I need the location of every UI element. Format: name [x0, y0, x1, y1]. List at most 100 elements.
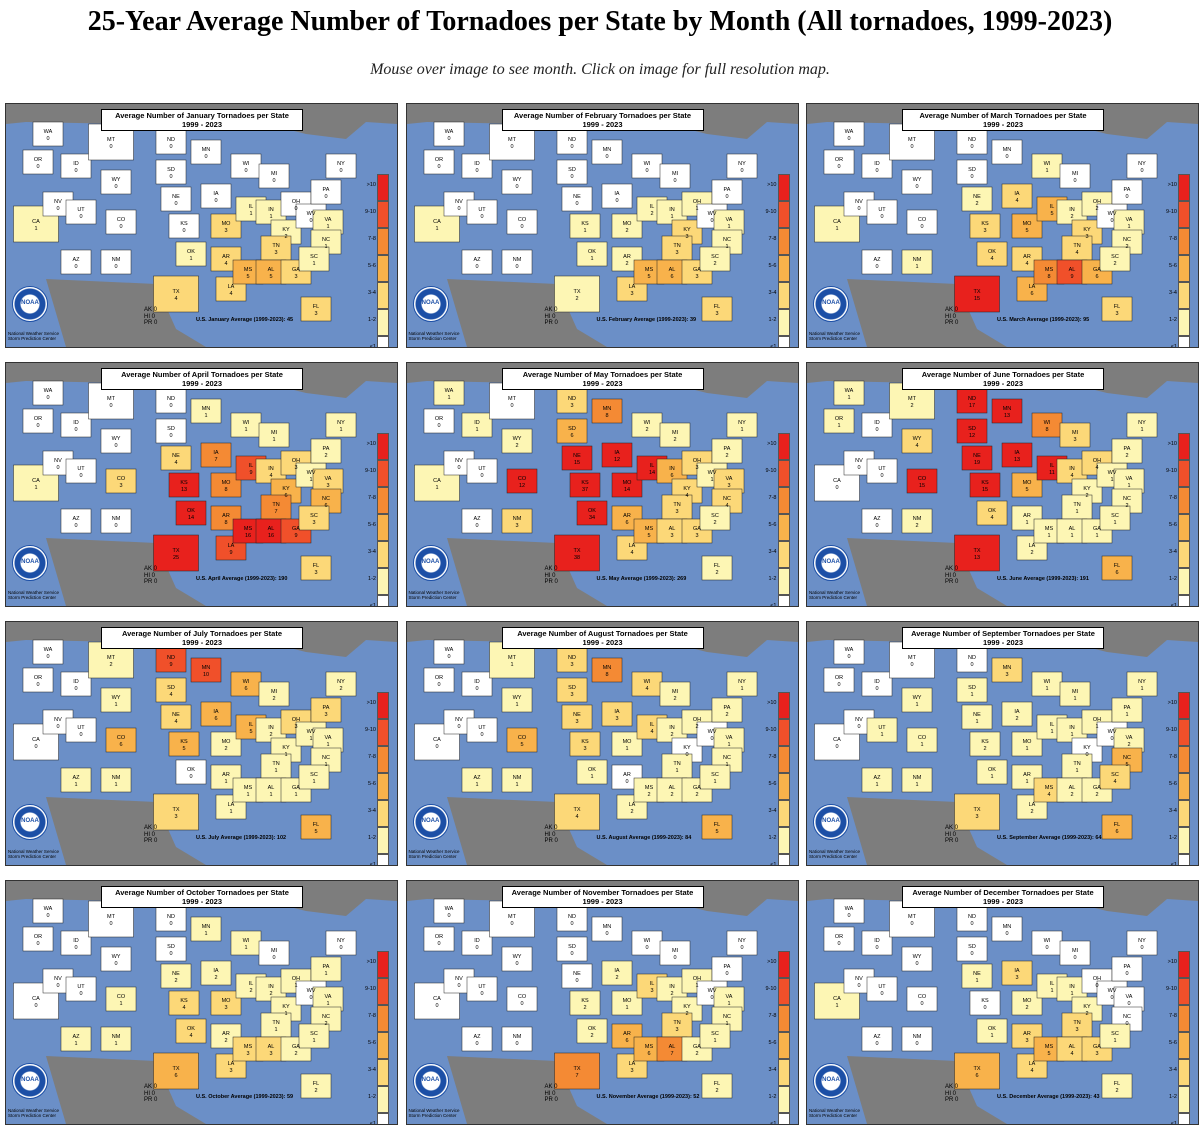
legend-label: 7-8 — [768, 1013, 777, 1019]
state-abbr-sc: SC — [1111, 772, 1119, 778]
state-abbr-ar: AR — [1023, 1031, 1031, 1037]
mexico-region — [46, 538, 206, 606]
map-title: Average Number of April Tornadoes per St… — [101, 368, 303, 390]
legend-swatch — [1178, 514, 1190, 541]
state-value-mi: 0 — [272, 178, 275, 184]
state-ne — [561, 186, 592, 212]
state-value-wi: 0 — [645, 945, 648, 951]
state-abbr-ar: AR — [623, 1031, 631, 1037]
tornado-map-july[interactable]: WA 0 OR 0 CA 0 NV 0 ID 0 MT 2 WY 1 UT 0 AZ 1 CO 6 NM 1 ND 9 SD 4 N… — [5, 621, 398, 866]
state-value-wv: 0 — [1110, 218, 1113, 224]
state-tx — [553, 793, 600, 831]
map-title: Average Number of December Tornadoes per… — [902, 886, 1104, 908]
state-mn — [591, 139, 622, 165]
state-abbr-fl: FL — [1114, 822, 1120, 828]
state-mi — [659, 940, 690, 966]
state-value-az: 0 — [74, 523, 77, 529]
state-value-mi: 1 — [272, 437, 275, 443]
state-abbr-tn: TN — [1073, 502, 1080, 508]
legend-label: >10 — [1167, 700, 1177, 706]
state-ks — [969, 472, 1001, 498]
state-value-or: 1 — [837, 423, 840, 429]
tornado-map-december[interactable]: WA 0 OR 0 CA 1 NV 0 ID 0 MT 0 WY 0 UT 0 AZ 0 CO 0 NM 0 ND 0 SD 0 N… — [806, 880, 1199, 1125]
state-az — [60, 1026, 92, 1052]
mexico-region — [446, 797, 607, 865]
state-value-wi: 4 — [645, 686, 648, 692]
legend-label: 9-10 — [765, 727, 777, 733]
state-wa — [32, 639, 64, 665]
map-period: 1999 - 2023 — [181, 638, 223, 647]
state-value-oh: 3 — [294, 724, 297, 730]
state-co — [506, 468, 537, 494]
map-title-text: Average Number of February Tornadoes per… — [513, 111, 692, 120]
state-abbr-ks: KS — [581, 480, 589, 486]
state-value-mo: 14 — [623, 487, 629, 493]
state-value-oh: 1 — [294, 983, 297, 989]
state-abbr-fl: FL — [313, 304, 319, 310]
tornado-map-october[interactable]: WA 0 OR 0 CA 0 NV 0 ID 0 MT 0 WY 0 UT 0 AZ 1 CO 1 NM 1 ND 0 SD 0 N… — [5, 880, 398, 1125]
state-abbr-sd: SD — [968, 426, 976, 432]
noaa-logo-icon: NOAA — [12, 1063, 48, 1099]
state-abbr-in: IN — [1069, 725, 1075, 731]
tornado-map-may[interactable]: WA 1 OR 0 CA 1 NV 0 ID 1 MT 0 WY 2 UT 0 AZ 0 CO 12 NM 3 ND 3 SD 6… — [405, 362, 799, 607]
color-legend: >10 9-10 7-8 5-6 3-4 1-2 <1 — [765, 433, 794, 606]
state-abbr-wi: WI — [243, 161, 250, 167]
state-value-ia: 6 — [214, 716, 217, 722]
state-value-pa: 0 — [725, 194, 728, 200]
legend-swatch — [377, 174, 389, 201]
legend-swatch — [1178, 1059, 1190, 1086]
tornado-map-january[interactable]: WA 0 OR 0 CA 1 NV 0 ID 0 MT 0 WY 0 UT 0 AZ 0 CO 0 NM 0 ND 0 SD 0 N… — [5, 103, 398, 348]
noaa-logo-icon: NOAA — [813, 1063, 849, 1099]
tornado-map-august[interactable]: WA 0 OR 0 CA 0 NV 0 ID 0 MT 1 WY 1 UT 0 AZ 1 CO 5 NM 1 ND 3 SD 3 N… — [405, 621, 799, 866]
legend-swatch — [377, 228, 389, 255]
state-ny — [1126, 930, 1158, 956]
state-abbr-co: CO — [517, 735, 526, 741]
state-abbr-pa: PA — [323, 187, 330, 193]
legend-label: 1-2 — [368, 576, 376, 582]
state-abbr-sd: SD — [568, 167, 576, 173]
legend-label: 5-6 — [768, 781, 777, 787]
state-abbr-sc: SC — [310, 1031, 318, 1037]
state-value-ga: 2 — [695, 792, 698, 798]
state-abbr-nc: NC — [723, 755, 731, 761]
state-value-mn: 0 — [1005, 154, 1008, 160]
legend-swatch — [377, 282, 389, 309]
map-period: 1999 - 2023 — [982, 897, 1024, 906]
state-abbr-ms: MS — [244, 785, 253, 791]
state-value-ar: 1 — [1025, 520, 1028, 526]
state-abbr-tn: TN — [673, 502, 680, 508]
state-ia — [601, 960, 632, 986]
state-abbr-ga: GA — [1093, 267, 1101, 273]
state-abbr-mi: MI — [1072, 430, 1079, 436]
legend-swatch — [377, 951, 389, 978]
state-abbr-wv: WV — [307, 729, 316, 735]
state-mn — [991, 916, 1023, 942]
tornado-map-april[interactable]: WA 0 OR 0 CA 1 NV 0 ID 0 MT 0 WY 0 UT 0 AZ 0 CO 3 NM 0 ND 0 SD 0 N… — [5, 362, 398, 607]
state-abbr-nc: NC — [723, 237, 731, 243]
state-ny — [1126, 412, 1158, 438]
tornado-map-march[interactable]: WA 0 OR 0 CA 1 NV 0 ID 0 MT 0 WY 0 UT 0 AZ 0 CO 0 NM 1 ND 0 SD 0 N… — [806, 103, 1199, 348]
state-abbr-la: LA — [628, 1061, 635, 1067]
state-tx — [553, 275, 600, 313]
tornado-map-september[interactable]: WA 0 OR 0 CA 0 NV 0 ID 0 MT 0 WY 1 UT 1 AZ 1 CO 1 NM 1 ND 0 SD 1 N… — [806, 621, 1199, 866]
state-value-tx: 3 — [174, 814, 177, 820]
tornado-map-february[interactable]: WA 0 OR 0 CA 1 NV 0 ID 0 MT 0 WY 0 UT 0 AZ 0 CO 0 NM 0 ND 0 SD 0 N… — [405, 103, 799, 348]
state-abbr-id: ID — [874, 420, 880, 426]
state-value-tx: 4 — [174, 296, 177, 302]
state-value-nc: 6 — [324, 503, 327, 509]
state-abbr-wv: WV — [1108, 729, 1117, 735]
tornado-map-june[interactable]: WA 1 OR 1 CA 0 NV 0 ID 0 MT 2 WY 4 UT 0 AZ 0 CO 15 NM 2 ND 17 SD… — [806, 362, 1199, 607]
state-abbr-tn: TN — [1073, 761, 1080, 767]
legend-label: 3-4 — [768, 1067, 777, 1073]
map-title: Average Number of August Tornadoes per S… — [501, 627, 704, 649]
state-abbr-ca: CA — [32, 478, 40, 484]
tornado-map-november[interactable]: WA 0 OR 0 CA 0 NV 0 ID 0 MT 0 WY 0 UT 0 AZ 0 CO 0 NM 0 ND 0 SD 0 N… — [405, 880, 799, 1125]
state-abbr-co: CO — [117, 476, 126, 482]
state-ia — [200, 442, 232, 468]
state-value-oh: 0 — [1095, 983, 1098, 989]
state-value-wi: 2 — [645, 427, 648, 433]
state-wy — [501, 946, 532, 972]
state-abbr-oh: OH — [1093, 976, 1101, 982]
state-abbr-wa: WA — [44, 647, 53, 653]
state-abbr-oh: OH — [692, 199, 700, 205]
